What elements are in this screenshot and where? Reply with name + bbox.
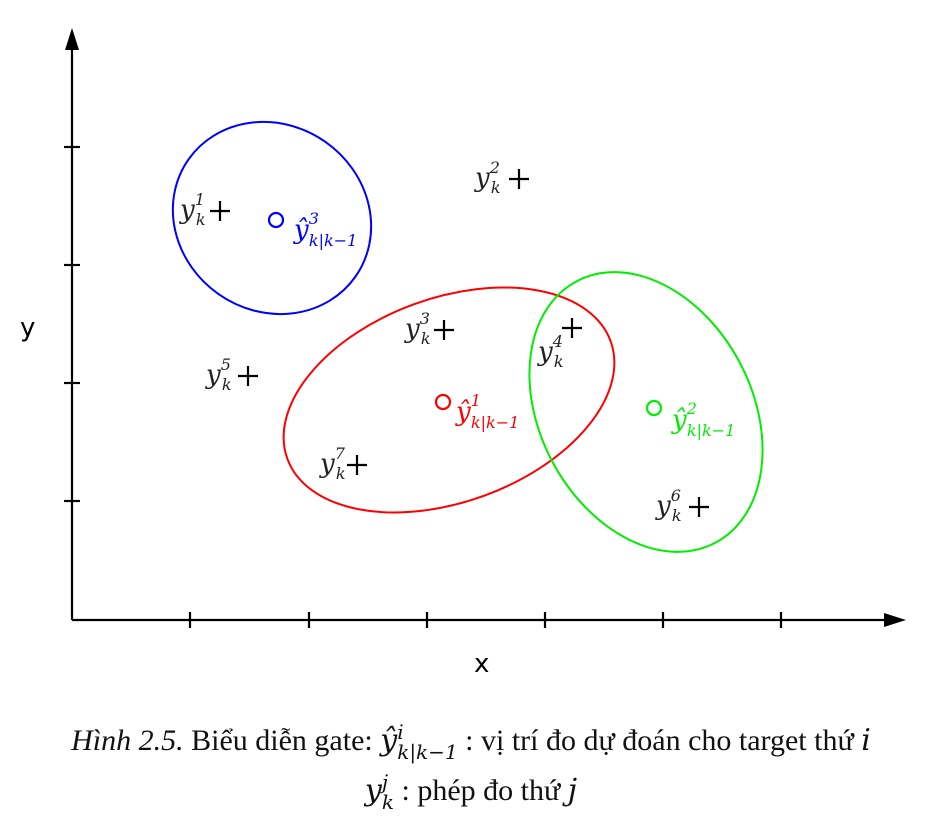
prediction-label-3: ŷ3 k|k−1 xyxy=(293,209,357,250)
caption-measurement-index: j xyxy=(567,773,578,808)
gate-ellipse-green xyxy=(528,271,764,553)
figure-number: Hình 2.5. xyxy=(71,724,184,757)
caption-measurement-description: : phép đo thứ xyxy=(401,774,561,807)
plus-marker-5 xyxy=(238,366,258,386)
measurement-label-4: y4 k xyxy=(537,332,564,371)
measurement-label-2: y2 k xyxy=(474,158,501,197)
plus-marker-1 xyxy=(210,201,230,221)
plus-marker-4 xyxy=(562,318,582,338)
plus-marker-2 xyxy=(509,169,529,189)
y-axis-label: y xyxy=(20,313,35,343)
prediction-label-2: ŷ2 k|k−1 xyxy=(671,399,735,440)
x-axis-label: x xyxy=(474,649,489,679)
caption-predicted-symbol: ŷ i k|k−1 xyxy=(380,720,458,764)
measurement-label-1: y1 k xyxy=(179,190,206,229)
y-axis-arrow xyxy=(65,28,79,50)
figure-caption-line-1: Hình 2.5. Biểu diễn gate: ŷ i k|k−1 : vị t… xyxy=(0,722,942,762)
measurement-label-7: y7 k xyxy=(319,444,346,483)
measurement-label-3: y3 k xyxy=(404,309,431,348)
caption-target-index: i xyxy=(861,723,871,758)
plus-marker-7 xyxy=(347,455,367,475)
measurement-markers xyxy=(210,169,709,517)
plus-marker-3 xyxy=(434,320,454,340)
caption-prediction-description: : vị trí đo dự đoán cho target thứ xyxy=(465,724,854,757)
gate-ellipse-red xyxy=(282,286,616,514)
axes xyxy=(64,45,890,628)
predicted-point-2 xyxy=(645,399,663,417)
measurement-label-5: y5 k xyxy=(205,355,232,394)
predicted-point-1 xyxy=(434,393,452,411)
prediction-label-1: ŷ1 k|k−1 xyxy=(455,391,519,432)
caption-title: Biểu diễn gate: xyxy=(191,724,373,757)
plus-marker-6 xyxy=(689,497,709,517)
gate-ellipse-blue xyxy=(171,120,373,316)
gating-diagram: y x ŷ3 k|k−1 ŷ1 k|k−1 ŷ2 k|k−1 y1 k y2 k y3 k … xyxy=(20,28,906,679)
predicted-point-3 xyxy=(267,211,285,229)
x-axis-arrow xyxy=(884,613,906,627)
measurement-label-6: y6 k xyxy=(655,486,682,525)
